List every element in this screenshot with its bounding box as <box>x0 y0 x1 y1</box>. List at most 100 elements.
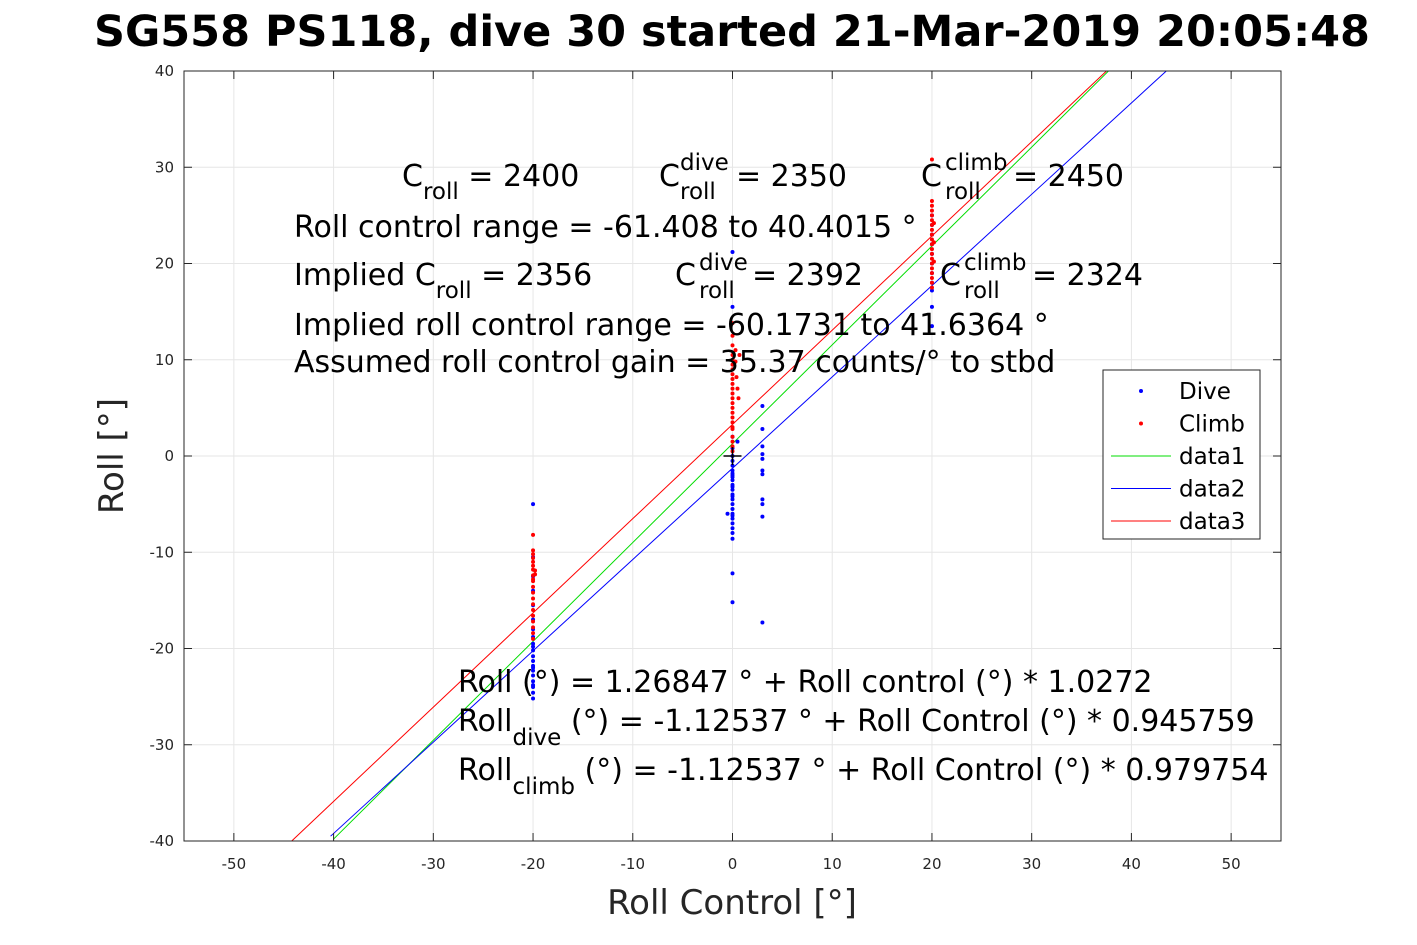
point-climb <box>929 213 934 218</box>
point-dive <box>929 304 934 309</box>
series-line-data2 <box>330 70 1167 837</box>
annotation-implied-c-roll-dive-value: = 2392 <box>752 258 863 293</box>
point-dive <box>730 487 735 492</box>
point-climb <box>929 232 934 237</box>
point-climb <box>736 396 741 401</box>
point-climb <box>929 203 934 208</box>
point-dive <box>531 654 536 659</box>
point-climb <box>929 251 934 256</box>
data-points <box>531 157 936 701</box>
series-line-data1 <box>333 70 1109 840</box>
y-tick-label: 30 <box>155 158 174 176</box>
point-dive <box>760 427 765 432</box>
point-climb <box>730 425 735 430</box>
point-climb <box>730 333 735 338</box>
point-climb <box>733 348 738 353</box>
point-climb <box>730 367 735 372</box>
annotation-c-roll-climb-value: = 2450 <box>1013 159 1124 194</box>
annotation-implied-c-roll-climb: C <box>940 258 961 293</box>
annotation-c-roll-climb-sup: climb <box>945 150 1007 176</box>
point-dive <box>725 511 730 516</box>
point-climb <box>929 256 934 261</box>
point-dive <box>730 475 735 480</box>
point-dive <box>531 502 536 507</box>
legend-label-data3: data3 <box>1179 509 1245 535</box>
annotation-c-roll-dive: C <box>659 159 680 194</box>
point-climb <box>730 362 735 367</box>
point-dive <box>760 403 765 408</box>
annotation-c-roll-climb-sub: roll <box>945 179 981 205</box>
point-climb <box>929 157 934 162</box>
point-climb <box>531 590 536 595</box>
annotation-implied-c-roll: Implied Croll = 2356 <box>294 258 592 304</box>
point-dive <box>730 494 735 499</box>
annotation-fit-all: Roll (°) = 1.26847 ° + Roll control (°) … <box>458 665 1153 700</box>
y-tick-label: 20 <box>155 255 174 273</box>
point-climb <box>730 377 735 381</box>
point-climb <box>730 420 735 425</box>
point-climb <box>929 198 934 203</box>
legend: Dive Climb data1 data2 data3 <box>1102 369 1261 540</box>
point-climb <box>929 227 934 232</box>
legend-marker-dive <box>1139 389 1143 393</box>
point-climb <box>730 444 735 449</box>
y-tick-label: -40 <box>150 832 175 850</box>
point-dive <box>730 484 735 489</box>
point-climb <box>730 415 735 420</box>
point-dive <box>730 571 735 576</box>
point-climb <box>929 208 934 213</box>
annotation-c-roll-climb: C <box>921 159 942 194</box>
point-dive <box>531 644 536 649</box>
axis-ticks: -50 -40 -30 -20 -10 0 10 20 30 40 50 -40 -30 -20 -10 0 1… <box>150 62 1281 873</box>
legend-label-data1: data1 <box>1179 444 1245 470</box>
point-climb <box>730 396 735 401</box>
chart-title: SG558 PS118, dive 30 started 21-Mar-2019… <box>94 7 1370 57</box>
point-dive <box>730 463 735 468</box>
annotation-implied-c-roll-climb-value: = 2324 <box>1032 258 1143 293</box>
point-dive <box>730 304 735 309</box>
x-tick-label: -40 <box>321 855 346 873</box>
point-dive <box>760 620 765 625</box>
annotation-c-roll: Croll = 2400 <box>402 159 579 205</box>
point-climb <box>531 602 536 607</box>
annotation-c-roll-dive-sub: roll <box>680 179 716 205</box>
point-dive <box>730 600 735 605</box>
origin-marker <box>723 447 742 465</box>
point-climb <box>531 636 536 641</box>
point-climb <box>531 625 536 630</box>
point-climb <box>730 401 735 406</box>
point-dive <box>730 536 735 541</box>
point-dive <box>929 324 934 329</box>
fit-lines <box>291 70 1167 842</box>
x-tick-label: 50 <box>1222 855 1241 873</box>
point-climb <box>531 608 536 612</box>
point-climb <box>531 619 536 624</box>
point-dive <box>730 478 735 483</box>
point-climb <box>730 405 735 410</box>
x-tick-label: -30 <box>421 855 446 873</box>
point-dive <box>531 648 536 653</box>
point-dive <box>760 514 765 519</box>
point-climb <box>734 375 739 380</box>
point-dive <box>760 502 765 507</box>
legend-label-climb: Climb <box>1179 412 1245 438</box>
point-climb <box>929 280 934 285</box>
y-tick-label: 0 <box>164 447 174 465</box>
series-line-data3 <box>291 70 1107 842</box>
annotation-gain: Assumed roll control gain = 35.37 counts… <box>294 345 1055 380</box>
point-climb <box>730 381 735 386</box>
annotation-fit-climb: Rollclimb (°) = -1.12537 ° + Roll Contro… <box>458 753 1268 800</box>
point-dive <box>730 502 735 507</box>
point-climb <box>533 572 538 577</box>
y-tick-label: -30 <box>150 736 175 754</box>
point-climb <box>929 237 934 242</box>
point-climb <box>931 240 936 245</box>
x-tick-label: 40 <box>1122 855 1141 873</box>
point-climb <box>929 275 934 280</box>
x-tick-label: 10 <box>823 855 842 873</box>
point-climb <box>931 259 936 264</box>
annotation-implied-c-roll-dive: C <box>675 258 696 293</box>
point-climb <box>730 410 735 415</box>
annotation-implied-c-roll-climb-sub: roll <box>964 278 1000 304</box>
annotation-implied-c-roll-climb-sup: climb <box>964 250 1026 276</box>
